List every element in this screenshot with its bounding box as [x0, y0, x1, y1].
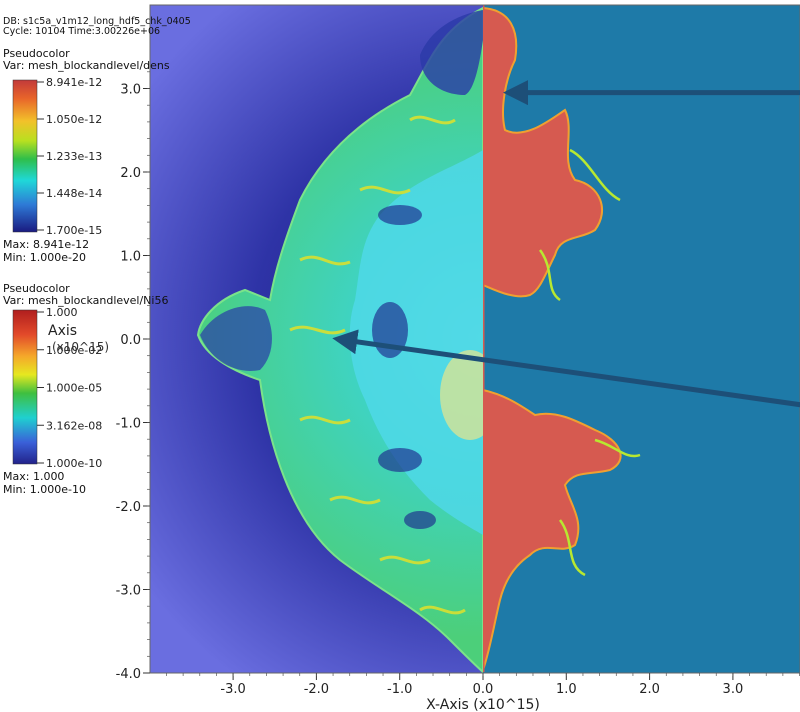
dens-colorbar-tick-label: 1.448e-14 [46, 187, 102, 200]
ni56-legend-title: Pseudocolor [3, 282, 70, 295]
dens-colorbar-tick-label: 1.050e-12 [46, 113, 102, 126]
x-tick-label: -1.0 [387, 682, 412, 697]
colorbar-ticks: 8.941e-12 1.050e-12 1.233e-13 1.448e-14 1.70… [37, 76, 102, 470]
x-tick-label: -2.0 [304, 682, 329, 697]
bubble-left [200, 306, 272, 371]
dens-legend-var: Var: mesh_blockandlevel/dens [3, 59, 170, 72]
dens-colorbar [12, 79, 38, 233]
y-tick-label: 3.0 [120, 83, 141, 98]
ni56-colorbar-tick-label: 1.000e-05 [46, 382, 102, 395]
annotation-arrow [332, 329, 800, 408]
x-tick-label: 0.0 [473, 682, 494, 697]
inner-cavity [349, 150, 483, 535]
ni56-colorbar-tick-label: 1.000e-10 [46, 457, 102, 470]
bubble-top [420, 10, 483, 95]
cycle-line: Cycle: 10104 Time:3.00226e+06 [3, 26, 161, 37]
dens-legend-min: Min: 1.000e-20 [3, 251, 86, 264]
ni56-colorbar [12, 309, 38, 465]
x-tick-label: 2.0 [639, 682, 660, 697]
ni56-colorbar-tick-label: 3.162e-08 [46, 419, 102, 432]
dens-colorbar-tick-label: 1.233e-13 [46, 150, 102, 163]
density-panel [150, 5, 483, 673]
x-tick-label: 1.0 [556, 682, 577, 697]
y-tick-label: 1.0 [120, 250, 141, 265]
db-line: DB: s1c5a_v1m12_long_hdf5_chk_0405 [3, 16, 191, 27]
ni56-plume-bottom [483, 388, 622, 671]
x-tick-label: 3.0 [723, 682, 744, 697]
dens-colorbar-tick-label: 8.941e-12 [46, 76, 102, 89]
x-tick-label: -3.0 [220, 682, 245, 697]
ni56-colorbar-tick-label: 1.000e-02 [46, 344, 102, 357]
x-axis-label: X-Axis (x10^15) [426, 697, 540, 712]
ni56-legend-var: Var: mesh_blockandlevel/Ni56 [3, 294, 169, 307]
y-tick-label: -4.0 [116, 667, 141, 682]
ni56-legend-min: Min: 1.000e-10 [3, 483, 86, 496]
axes: -3.0 -2.0 -1.0 0.0 1.0 2.0 3.0 3.0 2.0 1.0 0.0 -1.0… [116, 71, 800, 697]
y-tick-label: -2.0 [116, 500, 141, 515]
y-tick-label: 0.0 [120, 333, 141, 348]
dens-legend-max: Max: 8.941e-12 [3, 238, 90, 251]
ni56-colorbar-tick-label: 1.000 [46, 306, 78, 319]
y-tick-label: 2.0 [120, 166, 141, 181]
overlap-axis-unit: (x10^15) [52, 340, 110, 354]
y-tick-label: -3.0 [116, 584, 141, 599]
dens-legend-title: Pseudocolor [3, 47, 70, 60]
annotation-arrows [332, 80, 800, 408]
y-tick-label: -1.0 [116, 417, 141, 432]
ni56-panel [483, 5, 800, 673]
ni56-legend-max: Max: 1.000 [3, 470, 65, 483]
ni56-plume-top [483, 6, 604, 298]
overlap-axis-text: Axis [48, 323, 78, 339]
dens-colorbar-tick-label: 1.700e-15 [46, 224, 102, 237]
